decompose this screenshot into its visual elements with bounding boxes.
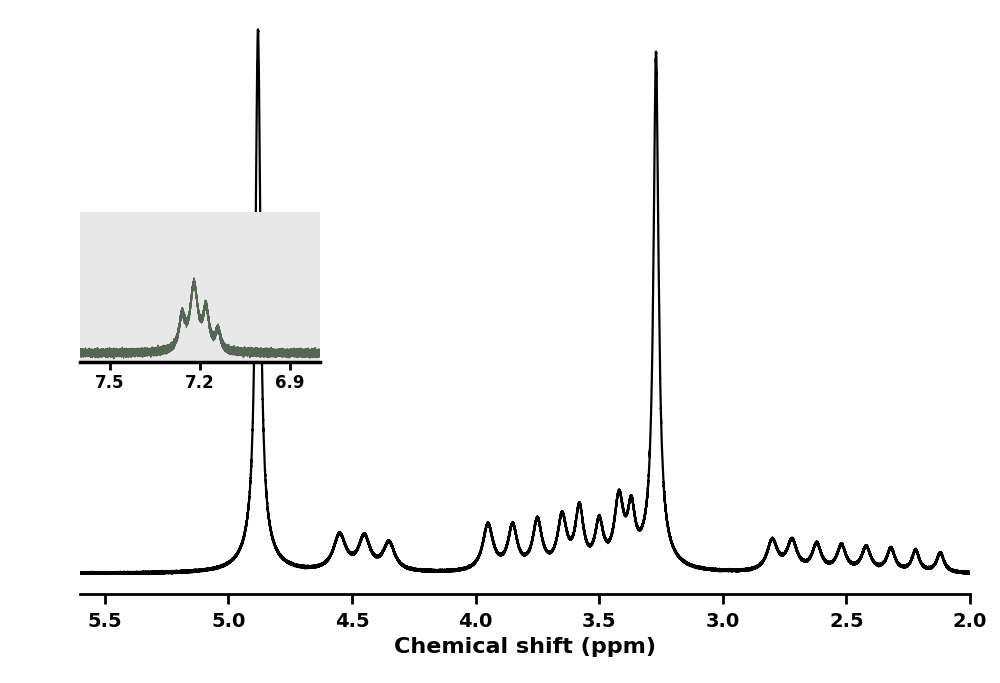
X-axis label: Chemical shift (ppm): Chemical shift (ppm) bbox=[394, 637, 656, 657]
